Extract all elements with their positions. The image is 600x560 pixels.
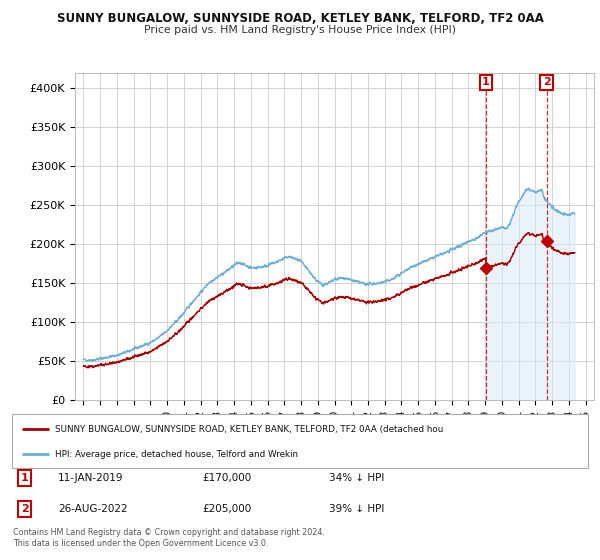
Text: 1: 1 [21,473,29,483]
Text: £205,000: £205,000 [202,504,251,514]
Text: 2: 2 [21,504,29,514]
Text: Contains HM Land Registry data © Crown copyright and database right 2024.
This d: Contains HM Land Registry data © Crown c… [13,528,325,548]
Text: 11-JAN-2019: 11-JAN-2019 [58,473,124,483]
Text: 1: 1 [482,77,490,87]
Text: HPI: Average price, detached house, Telford and Wrekin: HPI: Average price, detached house, Telf… [55,450,298,459]
Text: 39% ↓ HPI: 39% ↓ HPI [329,504,384,514]
Text: 34% ↓ HPI: 34% ↓ HPI [329,473,384,483]
Text: SUNNY BUNGALOW, SUNNYSIDE ROAD, KETLEY BANK, TELFORD, TF2 0AA (detached hou: SUNNY BUNGALOW, SUNNYSIDE ROAD, KETLEY B… [55,425,443,434]
Text: 2: 2 [543,77,550,87]
Text: 26-AUG-2022: 26-AUG-2022 [58,504,128,514]
Text: Price paid vs. HM Land Registry's House Price Index (HPI): Price paid vs. HM Land Registry's House … [144,25,456,35]
Text: £170,000: £170,000 [202,473,251,483]
Text: SUNNY BUNGALOW, SUNNYSIDE ROAD, KETLEY BANK, TELFORD, TF2 0AA: SUNNY BUNGALOW, SUNNYSIDE ROAD, KETLEY B… [56,12,544,25]
